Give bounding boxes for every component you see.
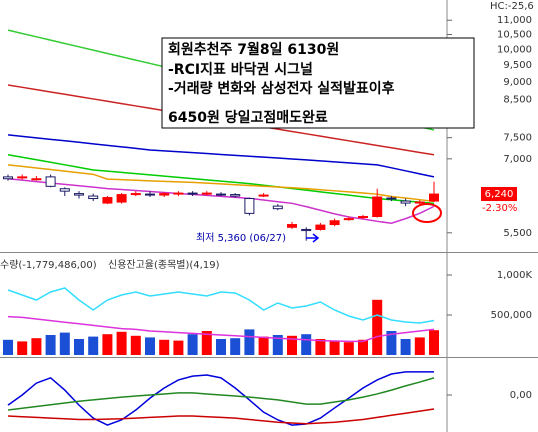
indicator-line [7, 377, 435, 411]
volume-bar [17, 341, 28, 355]
annotation-box [161, 37, 475, 129]
y-tick-label: 10,500 [497, 29, 532, 40]
volume-bar [173, 340, 184, 355]
y-tick-label: 8,500 [503, 94, 532, 105]
header: HC:-25,6 [490, 1, 534, 12]
candle-body [145, 193, 155, 196]
volume-bar [216, 339, 226, 355]
change-label: -2.30% [482, 203, 517, 214]
last-price-box [481, 187, 517, 201]
candle-body [400, 200, 411, 204]
candle-body [315, 224, 326, 230]
y-tick-label: 9,500 [503, 60, 532, 71]
annotation-line: 6450원 당일고점매도완료 [168, 109, 328, 126]
volume-bar [372, 299, 383, 355]
y-tick-label: 5,500 [503, 228, 532, 239]
highlight-ellipse [412, 203, 442, 223]
candle-body [230, 194, 241, 197]
y-tick-label: 7,000 [503, 154, 532, 165]
candle-body [88, 195, 99, 200]
candle-body [216, 193, 226, 196]
candle-body [287, 224, 297, 228]
volume-bar [159, 339, 170, 355]
volume-bar [187, 334, 198, 355]
candle-body [429, 193, 439, 202]
candle-body [116, 194, 127, 203]
candle-body [258, 194, 269, 197]
candle-body [343, 218, 354, 221]
volume-bar [386, 331, 397, 355]
volume-bar [88, 336, 99, 355]
candle-body [173, 192, 184, 195]
annotation-line: -RCI지표 바닥권 시그널 [168, 61, 313, 78]
volume-bar [102, 334, 113, 355]
indicator-line [7, 315, 435, 343]
candle-body [372, 196, 383, 218]
panel-title: 수량(-1,779,486,00) [0, 259, 97, 271]
candle-body [45, 176, 56, 187]
indicator-line [7, 287, 435, 324]
candle-body [130, 193, 141, 196]
y-tick-label: 10,000 [497, 44, 532, 55]
indicator-line [7, 154, 435, 205]
candle-body [59, 188, 70, 192]
volume-bar [287, 335, 297, 355]
indicator-line [7, 134, 435, 178]
candle-body [414, 201, 425, 204]
volume-bar [343, 342, 354, 355]
annotation-line: -거래량 변화와 삼성전자 실적발표이후 [168, 80, 395, 97]
y-tick-label: 7,500 [503, 133, 532, 144]
candle-body [272, 205, 283, 210]
y-tick-label: 9,000 [503, 77, 532, 88]
low-arrow [306, 233, 320, 243]
volume-bar [130, 335, 141, 355]
volume-bar [145, 337, 155, 355]
volume-bar [429, 330, 439, 355]
candle-body [301, 228, 312, 232]
candle-body [31, 178, 42, 181]
y-tick-label: 0,00 [510, 390, 532, 401]
y-tick-label: 11,000 [497, 15, 532, 26]
indicator-line [7, 371, 434, 426]
volume-bar [244, 329, 255, 355]
candle-body [159, 193, 170, 196]
candle-body [358, 216, 368, 219]
volume-bar [258, 336, 269, 355]
low-label: 최저 5,360 (06/27) [196, 232, 286, 244]
last-price-label: 6,240 [485, 189, 514, 200]
candle-body [386, 197, 397, 200]
annotation-line: 회원추천주 7월8일 6130원 [168, 41, 339, 58]
volume-bar [31, 338, 42, 355]
candle-body [3, 176, 13, 180]
volume-bar [329, 340, 340, 355]
candle-body [201, 192, 212, 195]
candle-body [17, 176, 28, 179]
volume-bar [201, 331, 212, 355]
volume-bar [400, 339, 411, 355]
indicator-line [7, 164, 435, 203]
volume-bar [230, 338, 241, 355]
volume-bar [3, 339, 13, 355]
candle-body [329, 220, 340, 226]
candle-body [244, 198, 255, 214]
volume-bar [414, 337, 425, 355]
panel-subtitle: 신용잔고율(종목별)(4,19) [108, 259, 220, 271]
candle-body [102, 197, 113, 204]
indicator-line [7, 408, 435, 425]
volume-bar [272, 335, 283, 355]
y-tick-label: 500,000 [491, 310, 532, 321]
volume-bar [358, 339, 368, 355]
volume-bar [116, 331, 127, 355]
volume-bar [315, 339, 326, 355]
volume-bar [45, 335, 56, 355]
y-tick-label: 1,000K [497, 270, 533, 281]
volume-bar [74, 339, 84, 355]
volume-bar [301, 334, 312, 355]
candle-body [187, 192, 198, 195]
candle-body [74, 193, 84, 196]
volume-bar [59, 332, 70, 355]
